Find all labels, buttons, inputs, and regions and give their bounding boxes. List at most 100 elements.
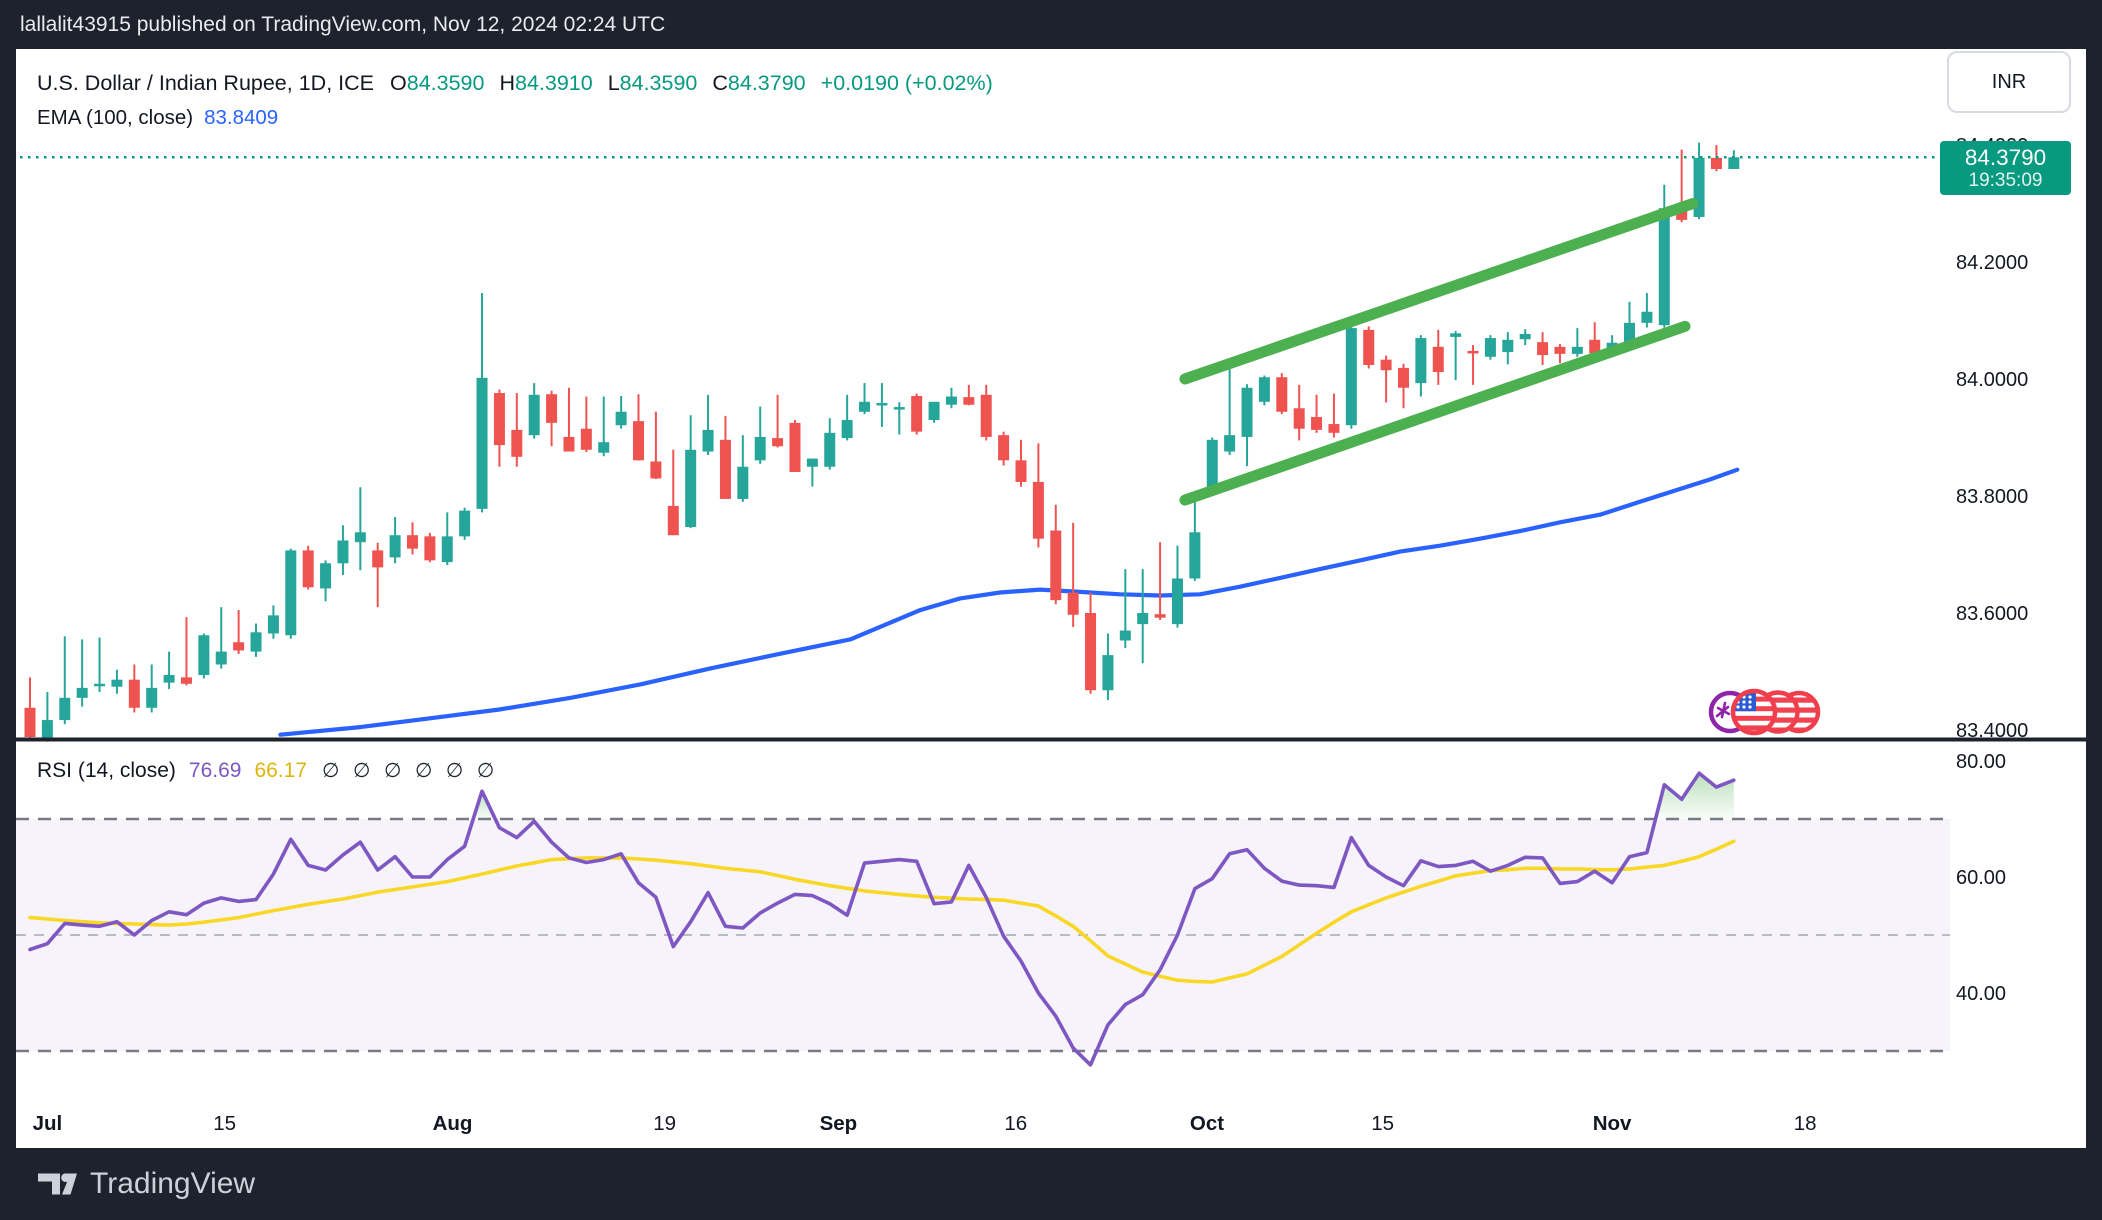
time-tick-Nov: Nov xyxy=(1593,1112,1632,1135)
candle-body xyxy=(1206,439,1218,494)
candle-body xyxy=(806,458,818,467)
candle-body xyxy=(1154,614,1166,618)
candle-body xyxy=(963,397,975,405)
candle-body xyxy=(1450,333,1462,337)
price-tick-label: 83.6000 xyxy=(1956,603,2028,625)
rsi-tick-label: 60.00 xyxy=(1956,867,2006,889)
candles-group xyxy=(24,142,1740,742)
rsi-tick-label: 40.00 xyxy=(1956,983,2006,1005)
candle-body xyxy=(633,421,645,461)
candle-body xyxy=(76,687,88,698)
candle-body xyxy=(320,563,332,589)
candle-body xyxy=(233,642,245,651)
candle-body xyxy=(476,377,488,509)
symbol-title[interactable]: U.S. Dollar / Indian Rupee, 1D, ICE xyxy=(37,71,374,95)
ohlc-low: L84.3590 xyxy=(607,71,698,95)
tradingview-logo-icon[interactable] xyxy=(36,1169,78,1199)
ohlc-high: H84.3910 xyxy=(499,71,593,95)
ohlc-open: O84.3590 xyxy=(390,71,485,95)
candle-body xyxy=(1050,530,1062,601)
candle-body xyxy=(702,429,714,452)
rsi-band xyxy=(16,817,1950,1053)
price-tick-label: 83.8000 xyxy=(1956,486,2028,508)
candle-body xyxy=(302,550,314,588)
change-value: +0.0190 (+0.02%) xyxy=(820,71,993,95)
candle-body xyxy=(928,401,940,420)
candle-body xyxy=(1710,157,1722,169)
candle-body xyxy=(1276,377,1288,412)
candle-body xyxy=(59,697,71,721)
price-axis[interactable]: 84.400084.200084.000083.800083.600083.40… xyxy=(1956,135,2028,742)
time-tick-Jul: Jul xyxy=(33,1112,63,1135)
candle-body xyxy=(250,632,262,652)
candle-body xyxy=(667,505,679,536)
candle-body xyxy=(354,532,366,543)
candle-body xyxy=(859,401,871,412)
candle-body xyxy=(1415,338,1427,384)
ema-label[interactable]: EMA (100, close) xyxy=(37,106,194,129)
candle-body xyxy=(563,436,575,452)
rsi-empty-values: ∅ ∅ ∅ ∅ ∅ ∅ xyxy=(322,760,499,782)
candle-body xyxy=(1554,346,1566,354)
candle-body xyxy=(1397,367,1409,388)
candle-body xyxy=(1311,417,1323,430)
candle-body xyxy=(215,651,227,665)
candle-body xyxy=(267,615,279,634)
candle-body xyxy=(337,540,349,564)
rsi-label[interactable]: RSI (14, close) xyxy=(37,759,176,782)
footer-bar: TradingView xyxy=(0,1148,2102,1220)
candle-body xyxy=(1432,346,1444,372)
trend-channel[interactable] xyxy=(1179,198,1699,506)
candle-body xyxy=(1171,578,1183,625)
rsi-legend: RSI (14, close) 76.69 66.17 ∅ ∅ ∅ ∅ ∅ ∅ xyxy=(37,758,498,783)
candle-body xyxy=(1345,328,1357,426)
rsi-ma-line xyxy=(28,839,1736,984)
time-tick-19: 19 xyxy=(653,1112,676,1135)
candle-body xyxy=(1067,592,1079,615)
candle-body xyxy=(719,439,731,499)
candle-body xyxy=(1502,339,1514,353)
candle-body xyxy=(650,461,662,479)
ema-line xyxy=(278,467,1740,737)
candle-body xyxy=(1641,311,1653,323)
candle-body xyxy=(94,683,106,687)
rsi-value: 76.69 xyxy=(188,759,242,782)
exchange-flags-logo xyxy=(1708,688,1821,736)
bar-countdown: 19:35:09 xyxy=(1968,169,2043,191)
candle-body xyxy=(146,687,158,708)
candle-body xyxy=(459,510,471,537)
candle-body xyxy=(876,402,888,406)
candle-body xyxy=(1328,424,1340,433)
time-tick-16: 16 xyxy=(1004,1112,1027,1135)
candle-body xyxy=(1363,329,1375,365)
time-tick-Oct: Oct xyxy=(1190,1112,1224,1135)
candle-body xyxy=(128,679,140,708)
candle-body xyxy=(1102,655,1114,691)
tradingview-wordmark[interactable]: TradingView xyxy=(90,1167,256,1200)
candle-body xyxy=(1224,435,1236,452)
candle-body xyxy=(441,536,453,563)
rsi-ma-value: 66.17 xyxy=(254,759,308,782)
candle-body xyxy=(1693,157,1705,217)
candle-body xyxy=(389,535,401,558)
candle-body xyxy=(41,720,53,739)
price-tick-label: 84.0000 xyxy=(1956,369,2028,391)
candle-body xyxy=(163,675,175,683)
rsi-axis[interactable]: 80.00 60.00 40.00 xyxy=(1956,751,2006,1005)
candle-body xyxy=(1032,481,1044,539)
candle-body xyxy=(945,396,957,405)
candle-body xyxy=(285,550,297,636)
ema-legend: EMA (100, close) 83.8409 xyxy=(37,106,278,130)
rsi-overbought-fill xyxy=(473,773,1734,819)
candle-body xyxy=(528,394,540,436)
candle-body xyxy=(580,428,592,450)
price-tick-label: 83.4000 xyxy=(1956,720,2028,742)
currency-button[interactable]: INR xyxy=(1947,51,2071,113)
time-axis[interactable]: Jul 15 Aug 19 Sep 16 Oct 15 Nov 18 xyxy=(33,1112,1817,1135)
ema-value: 83.8409 xyxy=(204,106,279,129)
candle-body xyxy=(772,438,784,447)
candle-body xyxy=(546,394,558,423)
publish-bar: lallalit43915 published on TradingView.c… xyxy=(0,0,2102,49)
ohlc-close: C84.3790 xyxy=(712,71,806,95)
